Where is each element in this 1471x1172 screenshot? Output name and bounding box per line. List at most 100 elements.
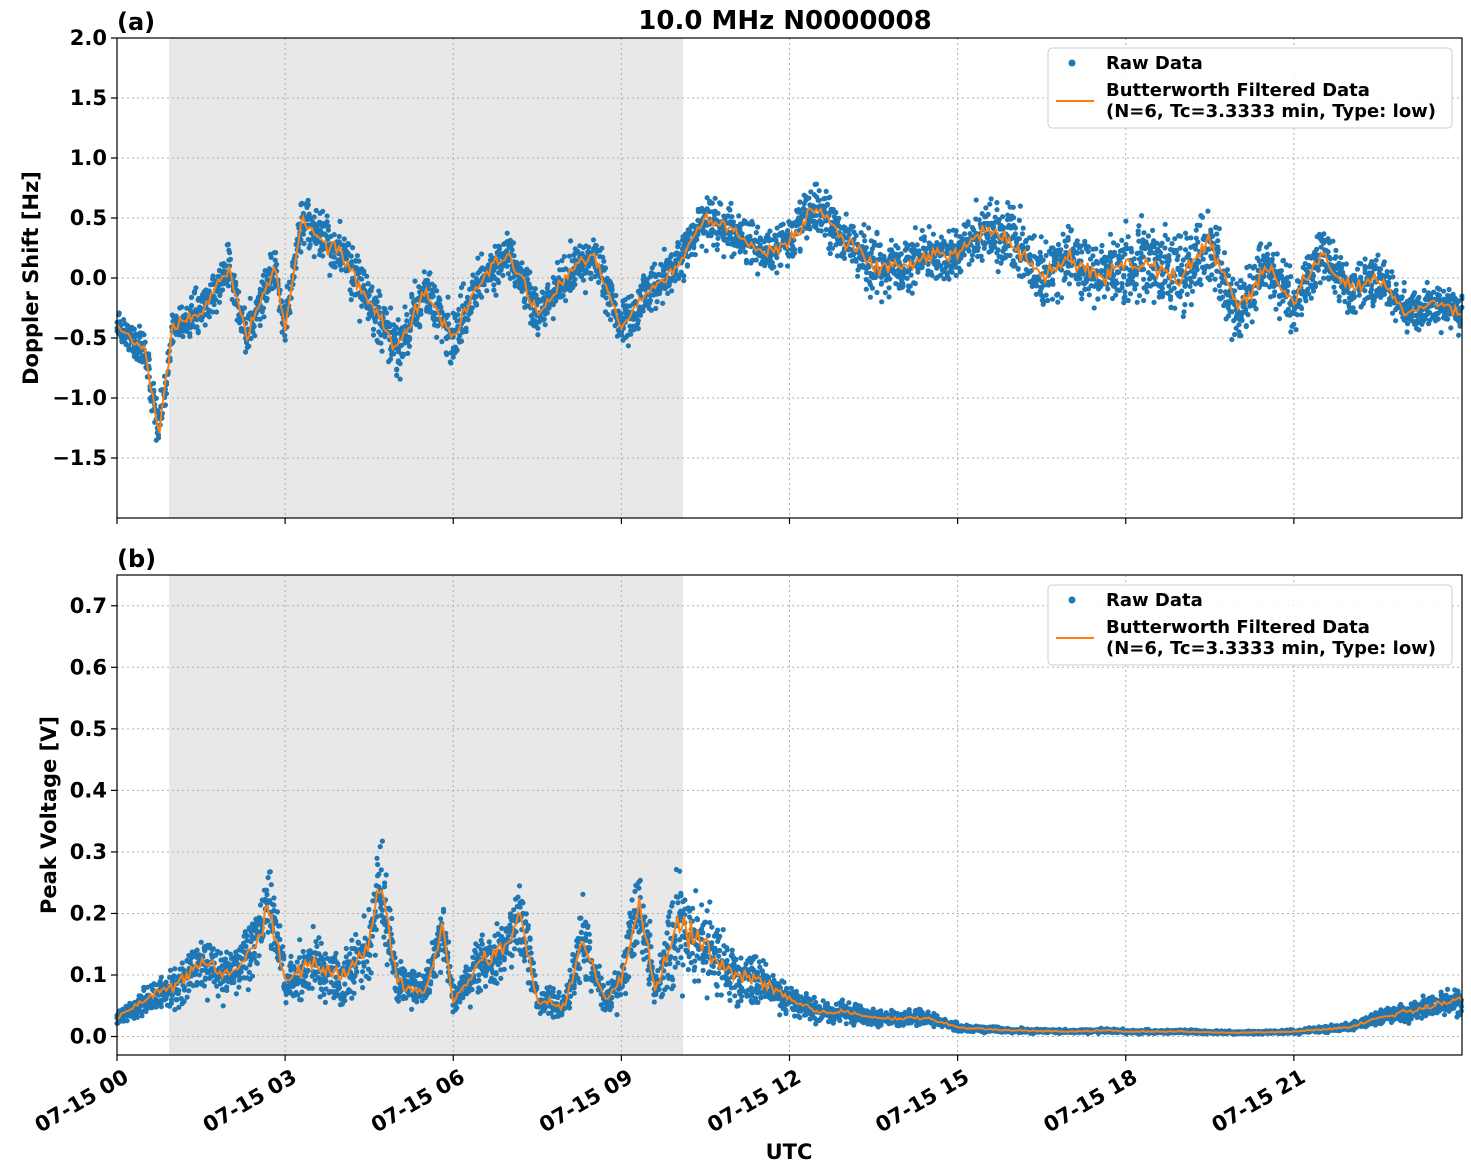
raw-data-point — [233, 279, 239, 285]
raw-data-point — [277, 923, 283, 929]
raw-data-point — [124, 1018, 130, 1024]
raw-data-point — [609, 287, 615, 294]
raw-data-point — [966, 261, 972, 267]
raw-data-point — [1393, 287, 1399, 293]
raw-data-point — [1378, 266, 1384, 272]
raw-data-point — [561, 253, 568, 260]
raw-data-point — [274, 931, 281, 937]
raw-data-point — [994, 200, 1000, 206]
panel-a-y-ticks: −1.5−1.0−0.50.00.51.01.52.0 — [52, 26, 117, 470]
raw-data-point — [1189, 288, 1196, 294]
raw-data-point — [261, 314, 267, 320]
raw-data-point — [280, 944, 286, 950]
raw-data-point — [388, 305, 394, 311]
raw-data-point — [1448, 325, 1454, 331]
raw-data-point — [1219, 294, 1226, 300]
raw-data-point — [1134, 299, 1140, 305]
raw-data-point — [822, 232, 828, 238]
raw-data-point — [1358, 274, 1364, 280]
raw-data-point — [898, 251, 904, 257]
raw-data-point — [307, 242, 313, 248]
raw-data-point — [1000, 214, 1006, 220]
raw-data-point — [314, 943, 320, 950]
raw-data-point — [1239, 317, 1245, 323]
raw-data-point — [448, 360, 454, 366]
raw-data-point — [238, 969, 244, 975]
raw-data-point — [1165, 236, 1171, 242]
raw-data-point — [465, 317, 471, 323]
raw-data-point — [273, 250, 279, 256]
raw-data-point — [305, 202, 311, 208]
raw-data-point — [1441, 288, 1447, 294]
raw-data-point — [210, 946, 216, 952]
raw-data-point — [268, 882, 274, 888]
panel-a-legend-raw-label: Raw Data — [1106, 53, 1203, 74]
raw-data-point — [458, 338, 465, 344]
raw-data-point — [715, 210, 721, 216]
raw-data-point — [753, 230, 759, 236]
raw-data-point — [1119, 280, 1125, 287]
raw-data-point — [605, 312, 611, 318]
raw-data-point — [613, 292, 619, 299]
raw-data-point — [1055, 291, 1061, 297]
raw-data-point — [391, 351, 397, 357]
raw-data-point — [1209, 272, 1215, 278]
raw-data-point — [841, 255, 848, 261]
raw-data-point — [479, 251, 485, 257]
raw-data-point — [1245, 312, 1251, 318]
raw-data-point — [1095, 296, 1101, 302]
raw-data-point — [527, 269, 533, 275]
raw-data-point — [1065, 237, 1071, 243]
raw-data-point — [714, 247, 720, 253]
raw-data-point — [336, 984, 343, 991]
raw-data-point — [298, 249, 304, 255]
raw-data-point — [179, 304, 185, 310]
raw-data-point — [560, 292, 566, 299]
raw-data-point — [474, 302, 480, 308]
raw-data-point — [202, 322, 208, 328]
raw-data-point — [1043, 239, 1049, 245]
raw-data-point — [535, 332, 541, 338]
raw-data-point — [323, 978, 329, 984]
raw-data-point — [973, 197, 979, 203]
raw-data-point — [343, 945, 349, 952]
raw-data-point — [1312, 284, 1318, 290]
raw-data-point — [325, 227, 331, 233]
raw-data-point — [406, 336, 413, 342]
raw-data-point — [277, 936, 283, 943]
raw-data-point — [322, 951, 328, 957]
raw-data-point — [1113, 292, 1119, 298]
raw-data-point — [1272, 289, 1278, 295]
raw-data-point — [1435, 316, 1441, 322]
raw-data-point — [1274, 251, 1280, 257]
raw-data-point — [1086, 292, 1092, 298]
raw-data-point — [162, 402, 168, 408]
raw-data-point — [118, 322, 124, 328]
raw-data-point — [180, 333, 186, 340]
raw-data-point — [1424, 279, 1430, 286]
raw-data-point — [369, 284, 375, 290]
raw-data-point — [914, 242, 920, 248]
raw-data-point — [1351, 294, 1358, 300]
raw-data-point — [505, 271, 511, 277]
raw-data-point — [1025, 244, 1031, 250]
raw-data-point — [1393, 318, 1399, 324]
raw-data-point — [310, 923, 316, 930]
raw-data-point — [265, 918, 271, 924]
raw-data-point — [1122, 251, 1128, 257]
raw-data-point — [188, 294, 195, 300]
raw-data-point — [965, 221, 971, 228]
panel-a-legend: Raw Data Butterworth Filtered Data (N=6,… — [1047, 47, 1453, 129]
raw-data-point — [268, 254, 274, 260]
raw-data-point — [1182, 247, 1189, 253]
raw-data-point — [827, 194, 833, 200]
raw-data-point — [869, 285, 876, 291]
raw-data-point — [861, 222, 867, 228]
raw-data-point — [321, 960, 327, 967]
raw-data-point — [1175, 253, 1181, 259]
raw-data-point — [350, 245, 356, 251]
raw-data-point — [684, 262, 691, 268]
raw-data-point — [728, 200, 734, 206]
raw-data-point — [660, 300, 666, 306]
raw-data-point — [393, 330, 399, 337]
